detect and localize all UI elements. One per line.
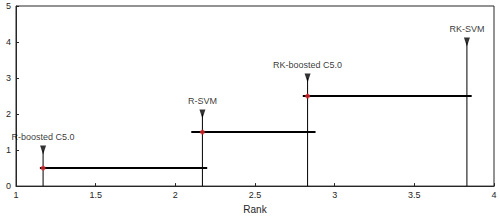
svg-text:2: 2 (6, 109, 11, 119)
svg-text:0: 0 (6, 181, 11, 191)
svg-text:3: 3 (6, 73, 11, 83)
svg-text:RK-boosted C5.0: RK-boosted C5.0 (273, 60, 342, 70)
svg-text:3.5: 3.5 (408, 190, 421, 200)
svg-text:4: 4 (6, 37, 11, 47)
svg-text:5: 5 (6, 1, 11, 11)
svg-text:3: 3 (332, 190, 337, 200)
svg-text:1: 1 (6, 145, 11, 155)
svg-text:R-SVM: R-SVM (188, 96, 217, 106)
svg-text:2.5: 2.5 (249, 190, 262, 200)
svg-text:1.5: 1.5 (89, 190, 102, 200)
svg-text:R-boosted C5.0: R-boosted C5.0 (12, 132, 75, 142)
svg-text:RK-SVM: RK-SVM (449, 24, 484, 34)
svg-text:2: 2 (173, 190, 178, 200)
svg-text:1: 1 (13, 190, 18, 200)
svg-text:4: 4 (491, 190, 496, 200)
svg-text:Rank: Rank (243, 204, 267, 215)
